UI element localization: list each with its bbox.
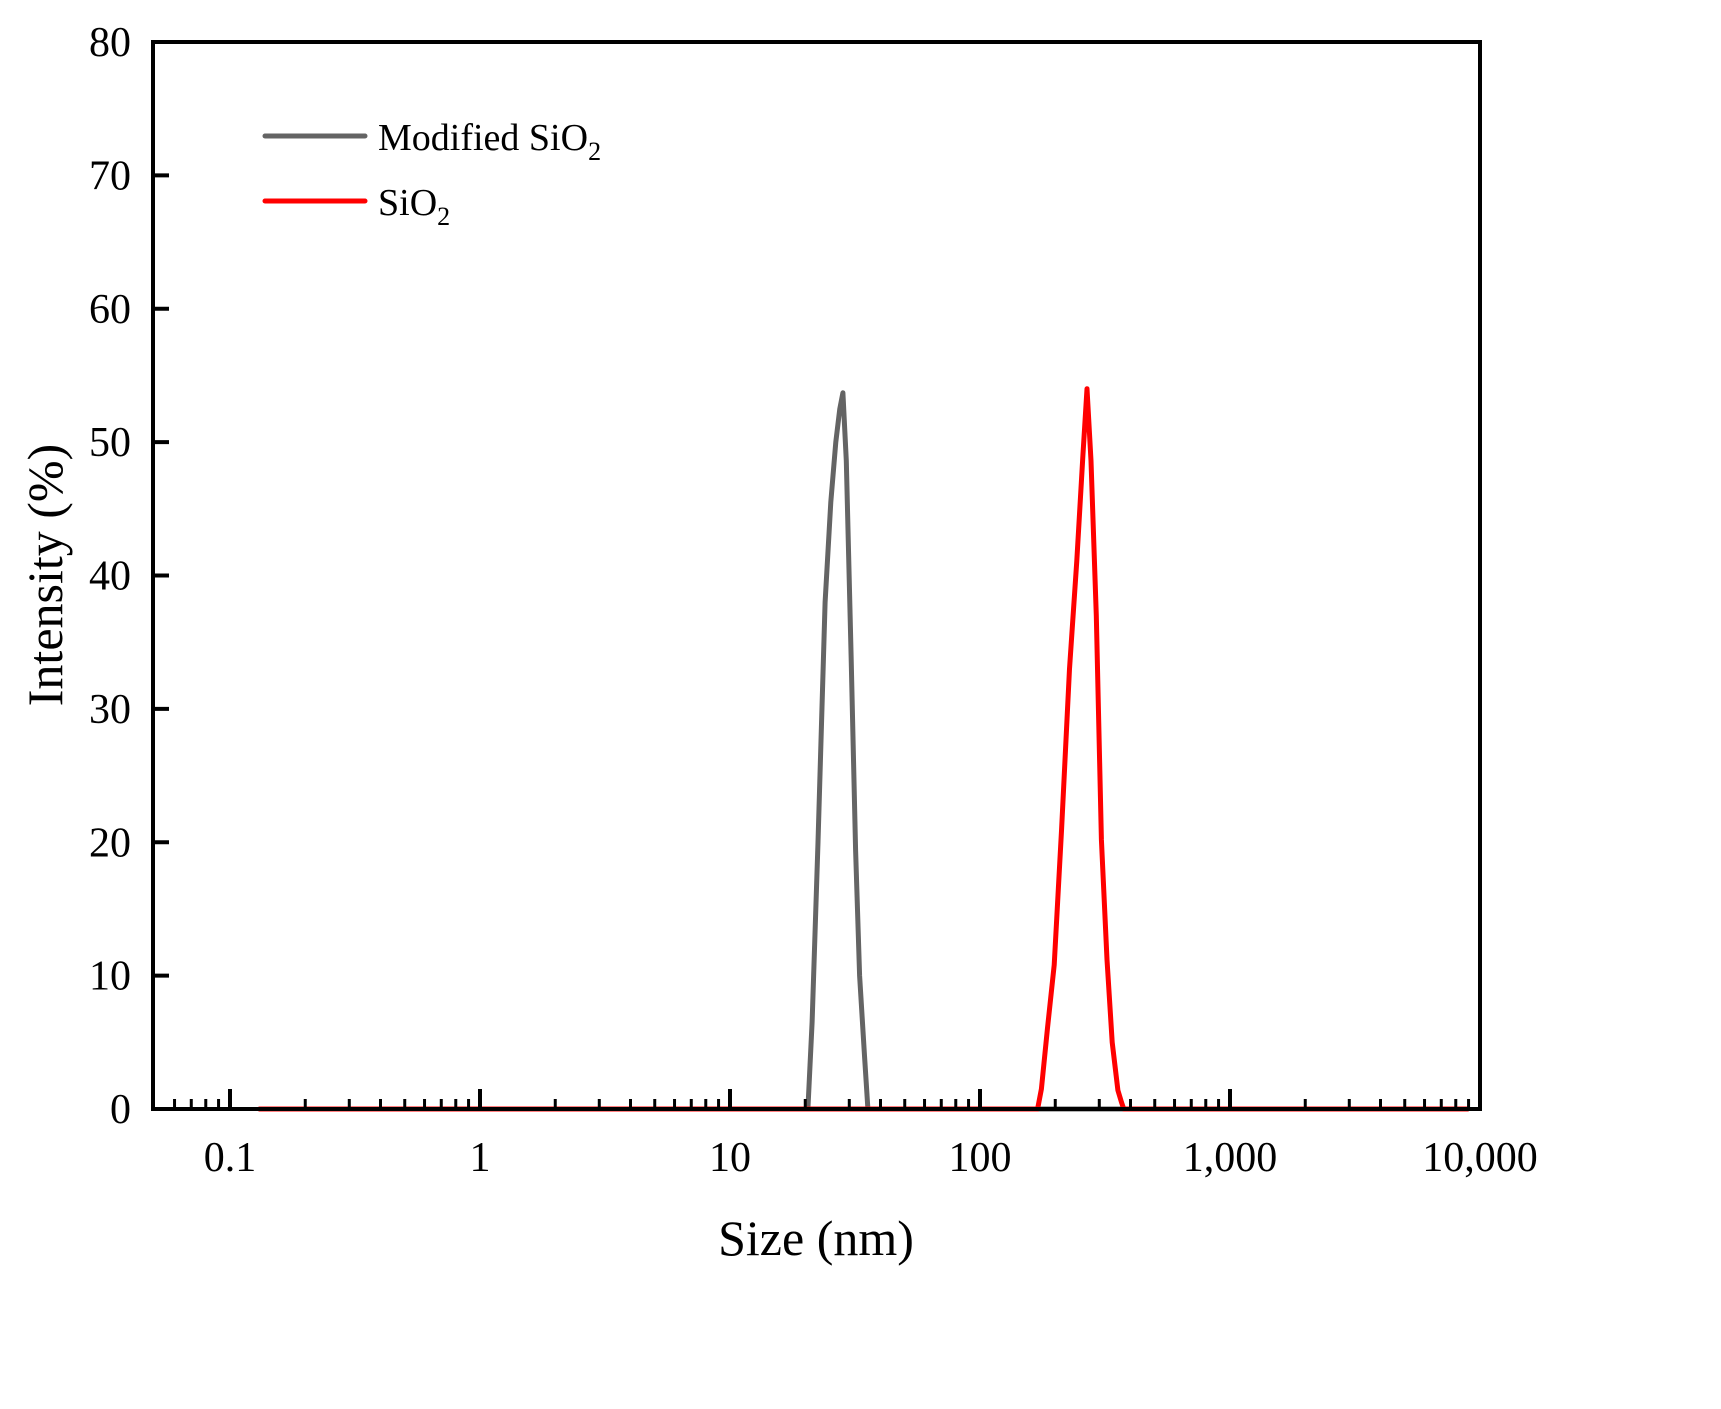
x-axis-ticks: 0.1 1 10 100 1,000 10,000 <box>173 1089 1538 1181</box>
x-tick-label: 100 <box>949 1135 1012 1181</box>
y-tick-label: 0 <box>110 1087 131 1133</box>
y-axis-ticks: 0 10 20 30 40 50 60 70 80 <box>89 20 169 1133</box>
x-axis-title: Size (nm) <box>718 1210 914 1266</box>
x-tick-label: 1,000 <box>1183 1135 1278 1181</box>
series-line-1 <box>258 386 1469 1112</box>
x-tick-label: 1 <box>470 1135 491 1181</box>
legend-label-0: Modified SiO2 <box>378 117 601 166</box>
x-tick-label: 10,000 <box>1422 1135 1538 1181</box>
series-line-0 <box>258 390 1469 1112</box>
legend-label-1: SiO2 <box>378 182 450 231</box>
y-tick-label: 40 <box>89 554 131 600</box>
y-tick-label: 50 <box>89 420 131 466</box>
x-tick-label: 10 <box>709 1135 751 1181</box>
y-axis-title: Intensity (%) <box>17 444 73 706</box>
y-tick-label: 60 <box>89 287 131 333</box>
y-tick-label: 30 <box>89 687 131 733</box>
legend: Modified SiO2 SiO2 <box>262 117 601 231</box>
y-tick-label: 80 <box>89 20 131 66</box>
plot-lines <box>258 386 1469 1112</box>
y-tick-label: 20 <box>89 820 131 866</box>
y-tick-label: 10 <box>89 954 131 1000</box>
y-tick-label: 70 <box>89 153 131 199</box>
x-tick-label: 0.1 <box>204 1135 257 1181</box>
